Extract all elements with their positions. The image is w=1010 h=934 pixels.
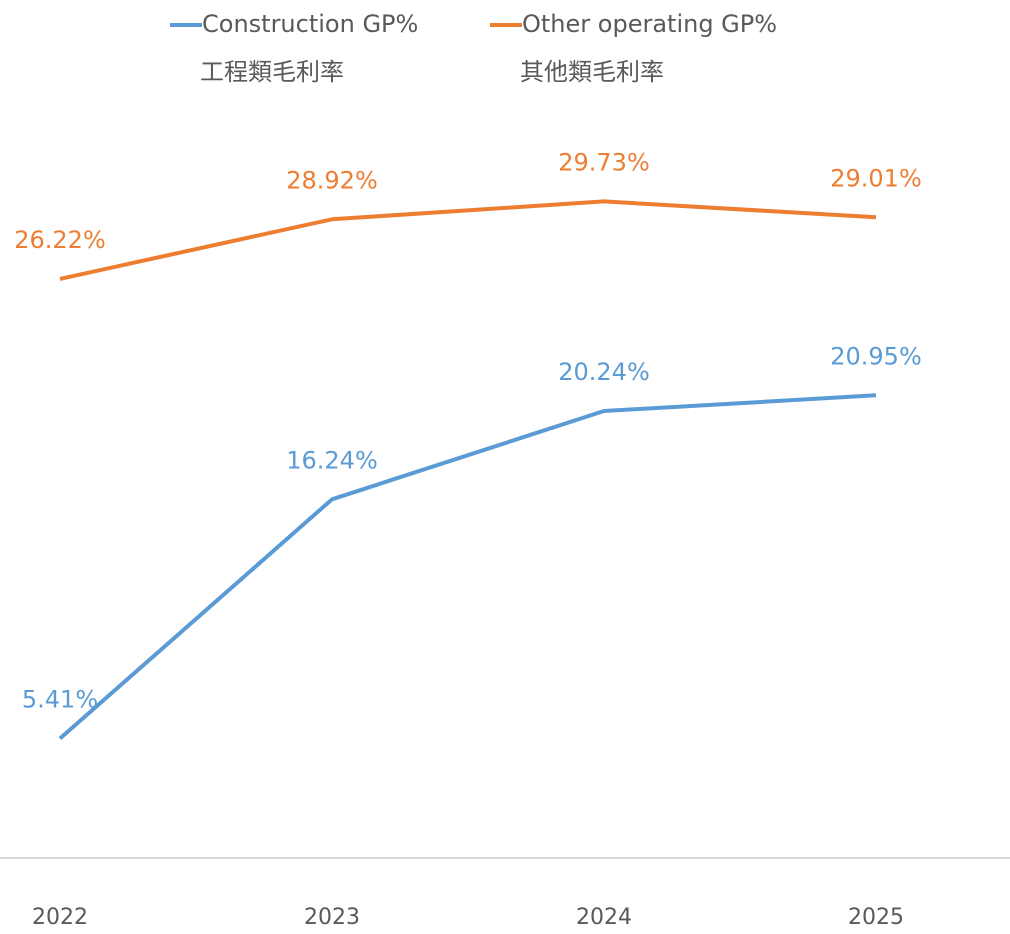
data-label: 29.01% <box>830 164 922 192</box>
series-line <box>59 199 877 281</box>
x-tick-label: 2022 <box>32 905 88 930</box>
series-line <box>58 393 877 741</box>
legend-label: Other operating GP% <box>522 10 777 38</box>
legend-sublabel: 其他類毛利率 <box>520 58 664 86</box>
data-label: 20.24% <box>558 358 650 386</box>
legend-label: Construction GP% <box>202 10 418 38</box>
data-label: 29.73% <box>558 148 650 176</box>
legend-sublabel: 工程類毛利率 <box>200 58 344 86</box>
data-label: 28.92% <box>286 166 378 194</box>
data-label: 5.41% <box>22 686 98 714</box>
x-tick-label: 2023 <box>304 905 360 930</box>
data-label: 20.95% <box>830 342 922 370</box>
x-tick-label: 2024 <box>576 905 632 930</box>
data-label: 16.24% <box>286 446 378 474</box>
data-label: 26.22% <box>14 226 106 254</box>
x-tick-label: 2025 <box>848 905 904 930</box>
